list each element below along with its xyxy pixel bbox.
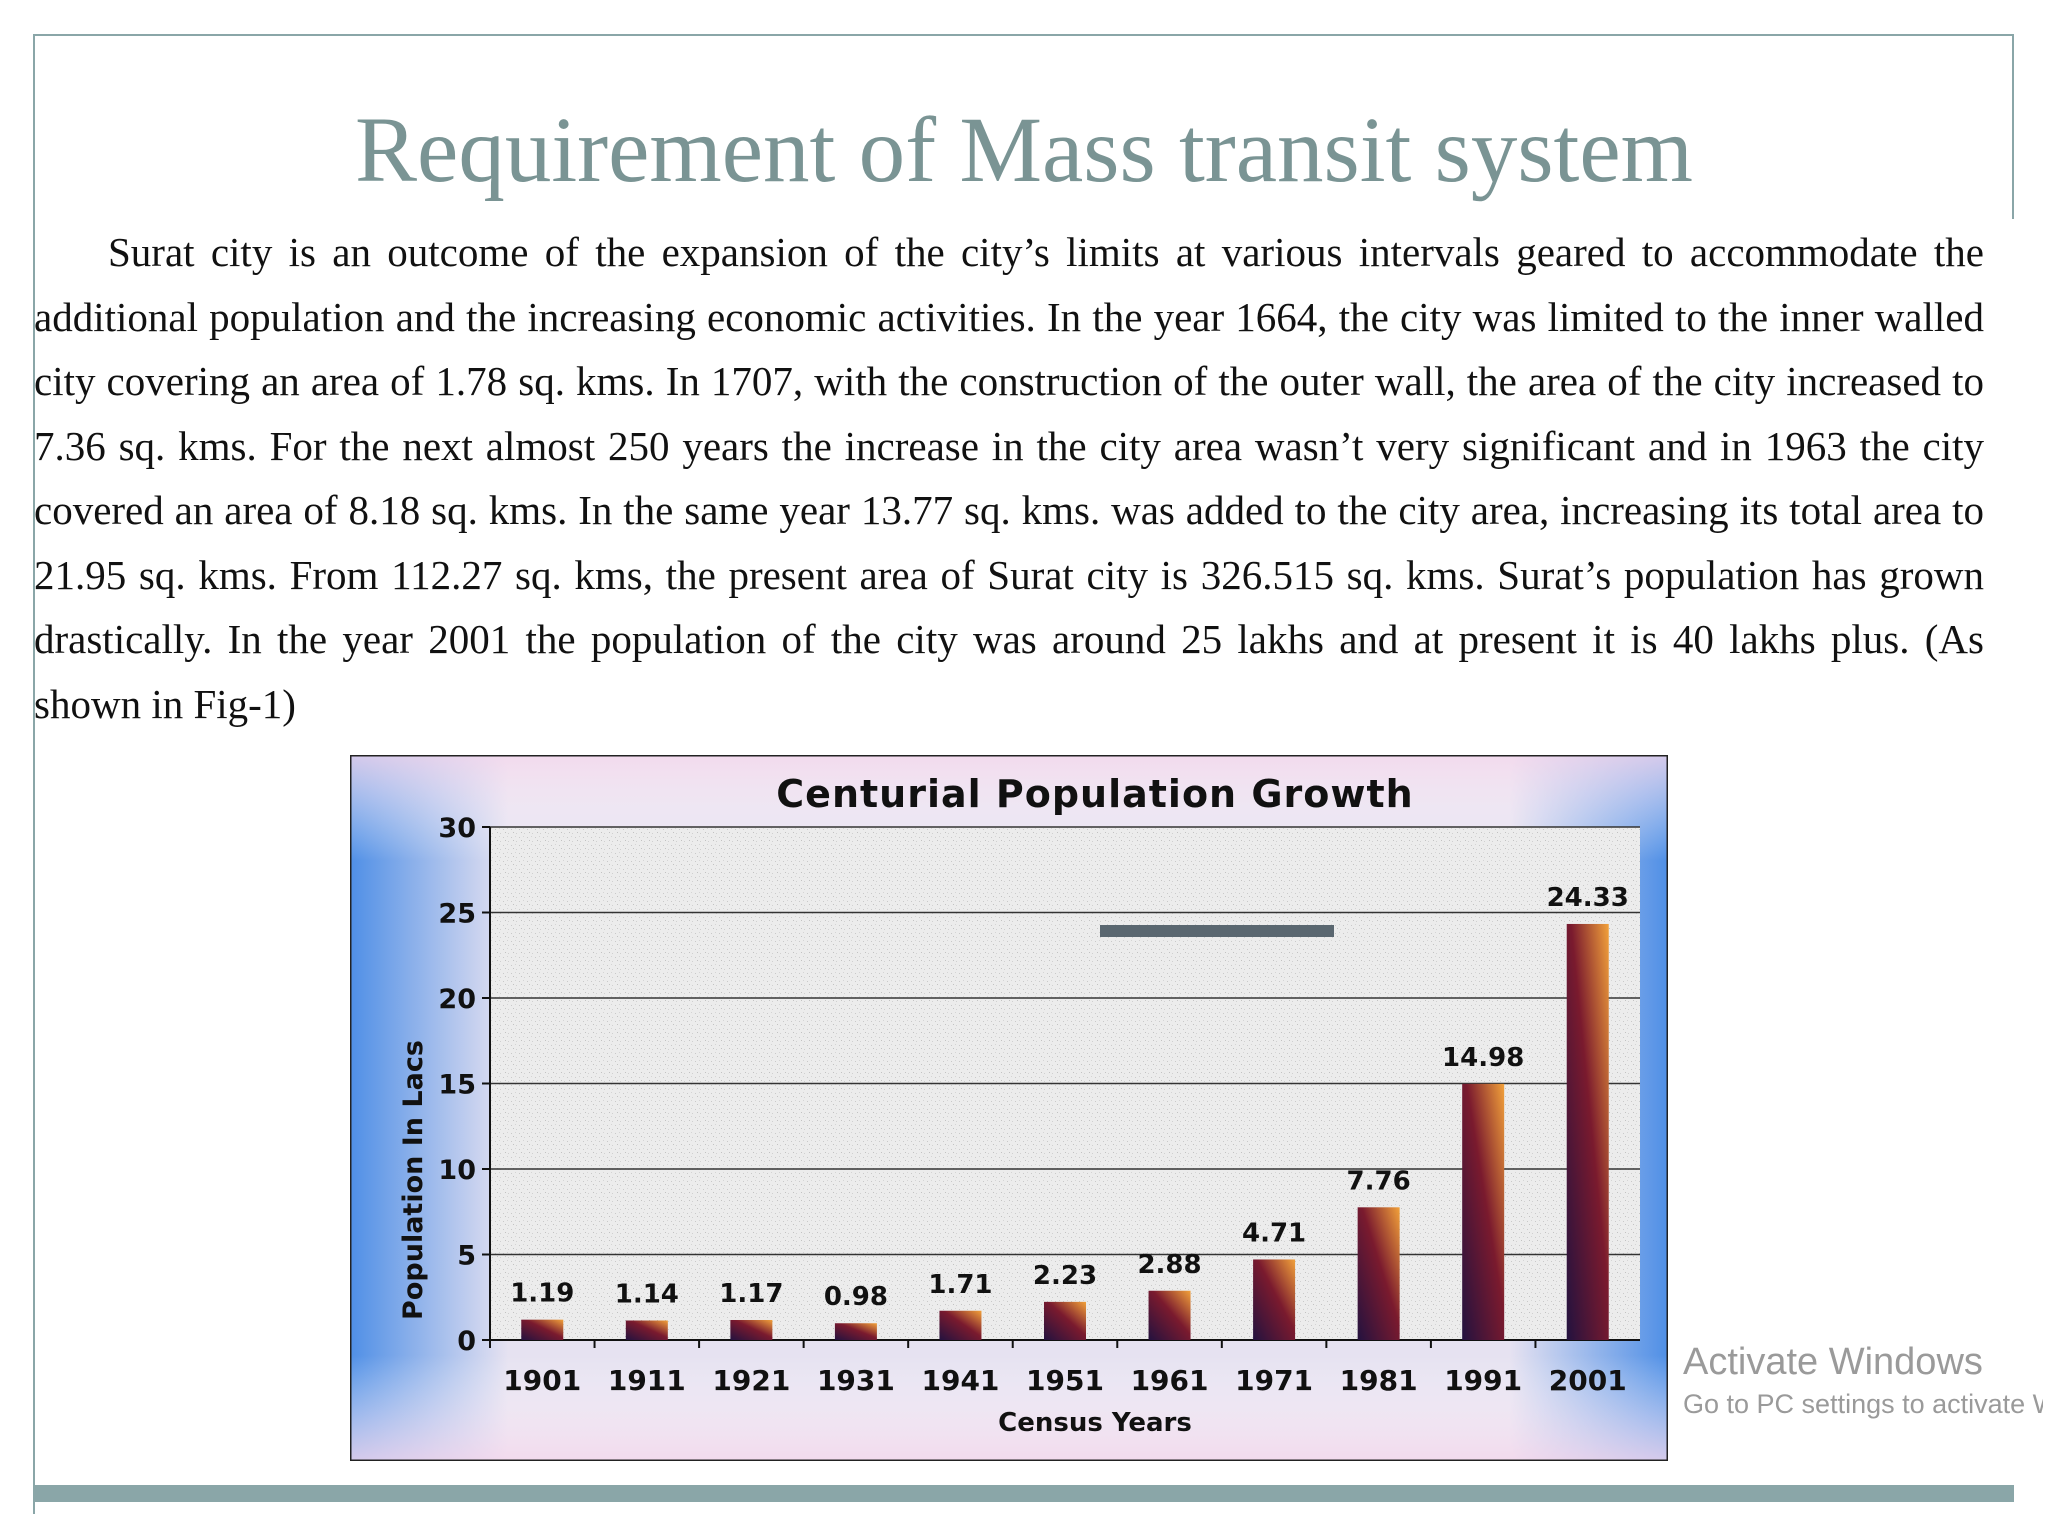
bar — [521, 1319, 564, 1340]
x-tick-label: 2001 — [1549, 1364, 1627, 1397]
bar — [939, 1310, 982, 1340]
y-axis-ticks: 0 5 10 15 20 25 30 — [438, 813, 1640, 1357]
y-tick-label: 25 — [438, 899, 476, 930]
activate-windows-watermark: Activate Windows Go to PC settings to ac… — [1683, 1340, 2043, 1424]
watermark-line2: Go to PC settings to activate Windows. — [1683, 1389, 2043, 1419]
data-label: 0.98 — [824, 1282, 888, 1312]
x-tick-label: 1901 — [503, 1364, 581, 1397]
x-tick-label: 1931 — [817, 1364, 895, 1397]
chart-svg: Centurial Population Growth 0 5 10 15 20 25 30… — [348, 753, 1670, 1463]
x-tick-label: 1991 — [1444, 1364, 1522, 1397]
x-tick-label: 1981 — [1340, 1364, 1418, 1397]
bars: 1.19 1.14 1.17 0.98 1.71 2.23 2.88 4.71 7.76 14.9… — [510, 883, 1629, 1340]
slide-frame-left — [33, 34, 35, 1514]
data-label: 24.33 — [1547, 883, 1629, 913]
slide-frame-top — [33, 34, 2014, 36]
bar — [1044, 1301, 1086, 1340]
x-tick-label: 1951 — [1026, 1364, 1104, 1397]
data-label: 7.76 — [1347, 1166, 1411, 1196]
data-label: 1.14 — [615, 1280, 679, 1310]
bar — [1148, 1290, 1191, 1340]
y-axis-label: Population In Lacs — [398, 1040, 429, 1320]
y-tick-label: 30 — [438, 813, 476, 844]
slide-frame-right — [2012, 34, 2014, 219]
bar — [834, 1323, 877, 1340]
bar — [1462, 1083, 1505, 1340]
y-tick-label: 15 — [438, 1070, 476, 1101]
x-axis-label: Census Years — [998, 1408, 1192, 1438]
bar — [1253, 1259, 1296, 1340]
watermark-line1: Activate Windows — [1683, 1341, 1983, 1383]
slide-bottom-bar — [33, 1485, 2014, 1502]
data-label: 1.17 — [719, 1279, 783, 1309]
data-label: 2.23 — [1033, 1261, 1097, 1291]
data-label: 4.71 — [1242, 1218, 1306, 1248]
x-axis-ticks: 1901 1911 1921 1931 1941 1951 1961 1971 1981 1991… — [489, 1340, 1627, 1397]
chart-title: Centurial Population Growth — [776, 772, 1413, 816]
x-tick-label: 1961 — [1131, 1364, 1209, 1397]
bar — [1566, 923, 1609, 1340]
y-tick-label: 0 — [457, 1326, 476, 1357]
slide-title: Requirement of Mass transit system — [355, 99, 1693, 202]
y-tick-label: 10 — [438, 1155, 476, 1186]
x-tick-label: 1921 — [712, 1364, 790, 1397]
x-tick-label: 1941 — [921, 1364, 999, 1397]
body-paragraph: Surat city is an outcome of the expansio… — [34, 229, 1984, 727]
data-label: 2.88 — [1137, 1250, 1201, 1280]
y-tick-label: 5 — [457, 1241, 476, 1272]
data-label: 1.19 — [510, 1279, 574, 1309]
data-label: 1.71 — [928, 1270, 992, 1300]
x-tick-label: 1971 — [1235, 1364, 1313, 1397]
gridlines — [490, 826, 1640, 1256]
x-tick-label: 1911 — [608, 1364, 686, 1397]
bar — [730, 1319, 773, 1340]
data-label: 14.98 — [1442, 1043, 1524, 1073]
bar — [625, 1320, 668, 1340]
population-chart: Centurial Population Growth 0 5 10 15 20 25 30… — [348, 753, 1670, 1463]
bar — [1357, 1207, 1400, 1340]
y-tick-label: 20 — [438, 984, 476, 1015]
